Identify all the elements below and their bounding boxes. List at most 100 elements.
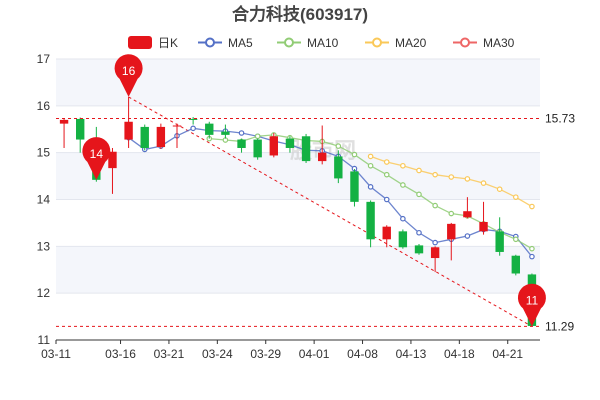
ma-point — [416, 229, 422, 236]
candle — [59, 118, 69, 148]
x-tick-label: 04-21 — [492, 347, 523, 361]
x-tick-label: 04-01 — [299, 347, 330, 361]
ma-point — [464, 233, 471, 239]
candle-body — [188, 118, 198, 120]
candle-body — [495, 231, 504, 252]
ma-point — [448, 210, 455, 217]
x-tick-label: 03-11 — [41, 347, 71, 361]
candle — [495, 217, 504, 256]
ma-point — [383, 159, 390, 165]
candle-body — [253, 139, 262, 158]
background-band — [56, 152, 540, 200]
ma-point — [400, 162, 406, 169]
candle-body — [301, 136, 311, 162]
candle — [366, 200, 375, 248]
pin-label: 14 — [90, 147, 104, 161]
candle-body — [205, 123, 214, 135]
low-marker: 14 — [82, 137, 111, 180]
extreme-markers: 16 14 11 — [82, 54, 546, 327]
candle — [414, 243, 424, 255]
candle-body — [76, 118, 85, 140]
ma-point — [416, 191, 422, 198]
candle-body — [350, 171, 359, 202]
legend-item-日k[interactable]: 日K — [128, 36, 178, 50]
candle-body — [269, 136, 278, 156]
candle — [140, 124, 149, 151]
trend-line — [128, 96, 533, 327]
x-tick-label: 03-16 — [105, 347, 136, 361]
candle — [124, 96, 133, 148]
candle — [398, 229, 408, 249]
candle — [511, 254, 520, 276]
candle-body — [172, 125, 182, 127]
reference-label-low: 11.29 — [545, 319, 574, 333]
y-axis: 11 12 13 14 15 16 17 — [37, 52, 51, 347]
candle-body — [479, 221, 488, 232]
candle-body — [318, 152, 327, 162]
ma-point — [383, 171, 390, 178]
ma-point — [432, 171, 438, 178]
candle — [205, 121, 214, 139]
legend-label: MA30 — [483, 36, 515, 50]
ma-point — [367, 184, 374, 190]
legend-label: MA5 — [228, 36, 253, 50]
ma-point — [351, 151, 358, 158]
legend-label: MA20 — [395, 36, 427, 50]
candle-body — [156, 126, 166, 148]
pin-label: 11 — [526, 293, 539, 307]
candle-body — [237, 139, 246, 148]
candle — [221, 124, 230, 139]
x-tick-label: 04-18 — [444, 347, 475, 361]
y-tick-label: 13 — [37, 239, 51, 253]
pin-shape — [82, 137, 111, 180]
ma-point — [383, 196, 390, 203]
max-marker: 16 — [114, 54, 143, 97]
candle-body — [398, 231, 408, 248]
ma-point — [529, 253, 535, 260]
candle-body — [221, 131, 230, 135]
candle-body — [382, 226, 391, 240]
y-tick-label: 12 — [37, 286, 51, 300]
ma-point — [529, 245, 535, 252]
x-tick-label: 04-13 — [396, 347, 427, 361]
pin-shape — [517, 283, 546, 327]
ma-point — [432, 239, 438, 246]
candle-body — [463, 211, 472, 218]
candle-body — [59, 119, 69, 124]
legend-item-ma30[interactable]: MA30 — [453, 36, 515, 50]
ma-point — [448, 174, 455, 180]
y-tick-label: 17 — [37, 52, 51, 66]
reference-lines: 15.73 11.29 — [56, 111, 575, 333]
x-tick-label: 03-24 — [202, 347, 233, 361]
legend-item-ma5[interactable]: MA5 — [198, 36, 253, 50]
ma-point — [512, 236, 519, 243]
legend-swatch-marker — [205, 37, 215, 48]
ma-point — [190, 125, 196, 132]
ma-point — [400, 182, 406, 188]
candle — [188, 117, 198, 125]
legend-item-ma20[interactable]: MA20 — [365, 36, 427, 50]
y-tick-label: 14 — [37, 193, 51, 207]
background-band — [56, 246, 540, 294]
ma-point — [238, 130, 245, 136]
candle-body — [140, 126, 149, 148]
ma-point — [400, 215, 406, 222]
x-tick-label: 04-08 — [347, 347, 378, 361]
candle-body — [124, 121, 133, 140]
legend[interactable]: 日K MA5 MA10 MA20 MA30 — [128, 36, 515, 50]
candle — [237, 138, 246, 153]
reference-label-high: 15.73 — [545, 111, 575, 125]
legend-label: 日K — [158, 36, 178, 50]
legend-item-ma10[interactable]: MA10 — [277, 36, 339, 50]
ma-point — [512, 194, 519, 200]
candle — [382, 225, 391, 248]
candle — [334, 150, 343, 184]
candle-body — [366, 201, 375, 240]
candle — [318, 125, 327, 165]
legend-swatch-marker — [372, 37, 382, 48]
y-tick-label: 16 — [37, 99, 51, 113]
ma-point — [254, 133, 261, 140]
ma-point — [416, 167, 422, 174]
y-tick-label: 15 — [37, 146, 51, 160]
